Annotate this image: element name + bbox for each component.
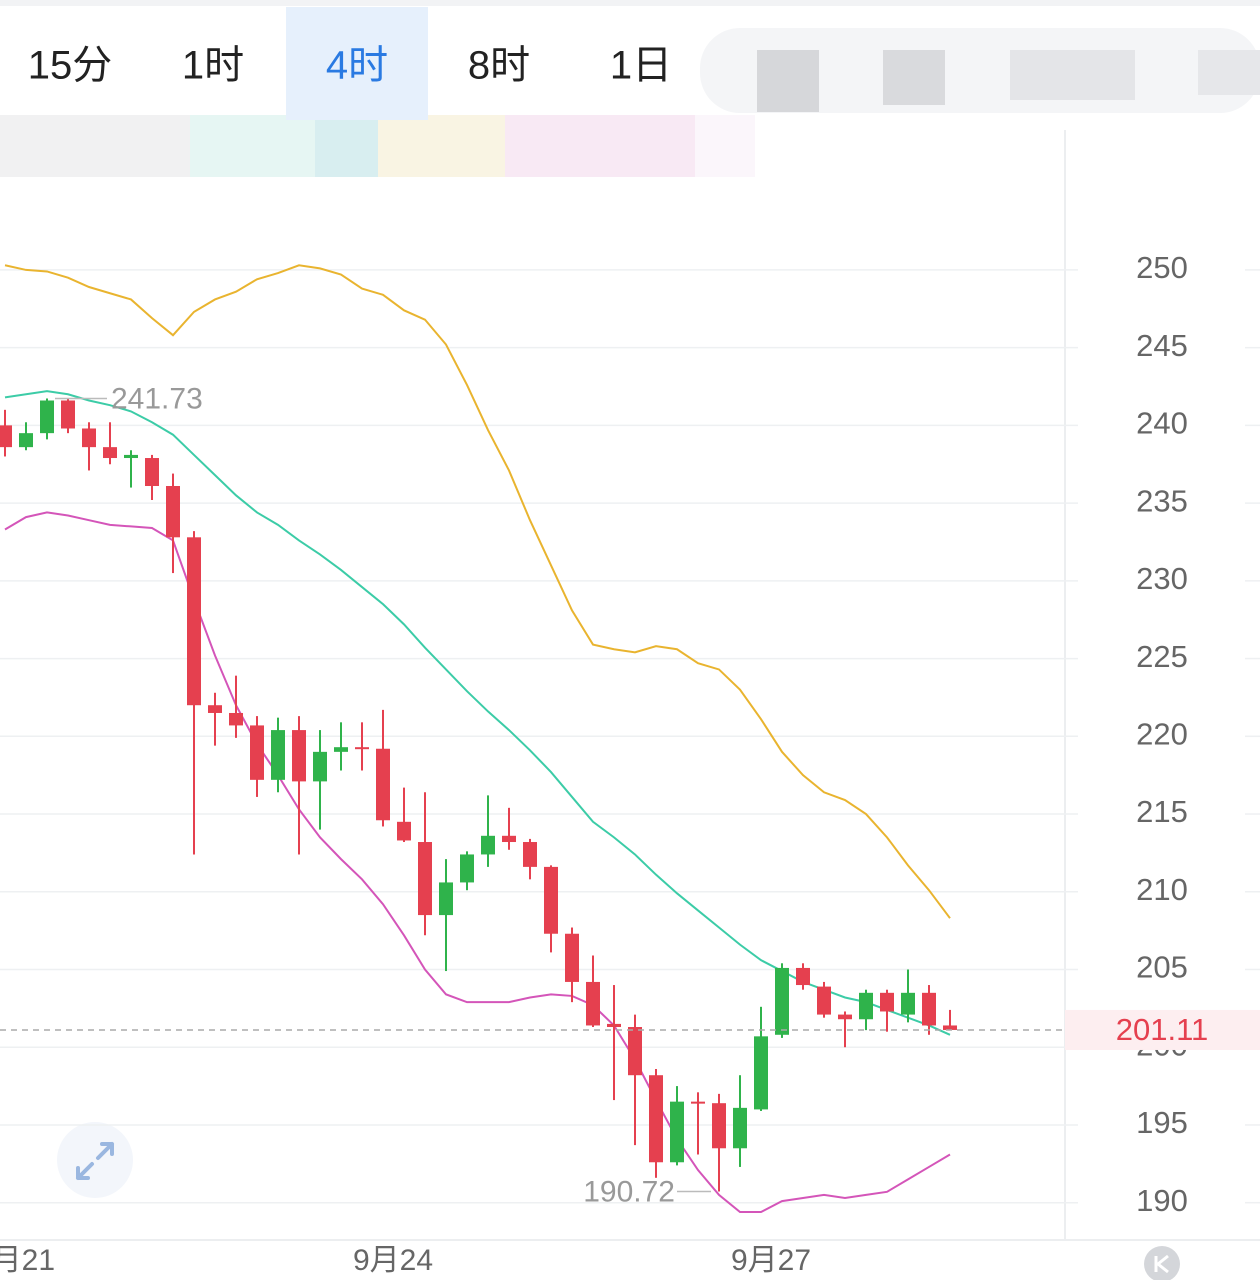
candle-body	[334, 747, 348, 752]
candle-body	[628, 1027, 642, 1076]
tab[interactable]: 8时	[468, 44, 530, 88]
candle-body	[796, 967, 810, 986]
band-line	[4, 390, 951, 1036]
price-box	[1065, 1009, 1260, 1050]
candle-body	[586, 981, 600, 1026]
candle-body	[733, 1107, 747, 1149]
blur	[378, 115, 505, 177]
candle-body	[649, 1075, 663, 1163]
active-tab-bg[interactable]	[286, 7, 428, 120]
k-icon[interactable]	[1154, 1254, 1169, 1274]
candle-body	[691, 1101, 705, 1104]
blur	[757, 50, 819, 112]
y-tick-label: 220	[1136, 716, 1188, 751]
candle-body	[754, 1036, 768, 1110]
x-tick-label: 9月27	[731, 1244, 811, 1277]
candle-body	[439, 882, 453, 916]
candle-body	[103, 447, 117, 459]
y-tick-label: 210	[1136, 872, 1188, 907]
y-tick-label: 215	[1136, 794, 1188, 829]
blur	[1198, 50, 1260, 95]
expand-icon[interactable]	[76, 1142, 114, 1180]
candle-body	[145, 458, 159, 487]
y-tick-label: 190	[1136, 1183, 1188, 1218]
tab[interactable]: 15分	[28, 44, 113, 88]
min-label: 190.72	[583, 1175, 675, 1208]
blur	[1010, 50, 1135, 100]
candle-body	[229, 712, 243, 726]
candle-body	[418, 842, 432, 916]
tab[interactable]: 1日	[610, 44, 672, 88]
candle-body	[124, 454, 138, 459]
blur	[883, 50, 945, 105]
tab[interactable]: 4时	[326, 44, 388, 88]
k-bg[interactable]	[1144, 1246, 1180, 1280]
y-tick-label: 205	[1136, 950, 1188, 985]
candle-body	[292, 730, 306, 782]
candle-body	[565, 933, 579, 982]
blur	[315, 112, 378, 177]
max-label: 241.73	[111, 382, 203, 415]
tab[interactable]: 1时	[182, 44, 244, 88]
candle-body	[187, 537, 201, 706]
candle-body	[82, 428, 96, 448]
expand-bg[interactable]	[57, 1122, 133, 1198]
blur	[505, 115, 695, 177]
blur	[695, 115, 755, 177]
candle-body	[313, 751, 327, 782]
candle-body	[859, 992, 873, 1020]
top-strip	[0, 0, 1260, 6]
y-tick-label: 235	[1136, 483, 1188, 518]
x-tick-label: 9月24	[353, 1244, 433, 1277]
candle-body	[460, 854, 474, 883]
band-line	[4, 264, 951, 919]
candle-body	[901, 992, 915, 1015]
candle-body	[481, 835, 495, 855]
candle-body	[0, 425, 12, 448]
y-tick-label: 195	[1136, 1105, 1188, 1140]
candle-body	[712, 1103, 726, 1149]
candle-body	[544, 866, 558, 934]
y-tick-label: 240	[1136, 406, 1188, 441]
band-line	[4, 511, 951, 1214]
candle-body	[880, 992, 894, 1012]
price-label: 201.11	[1116, 1012, 1209, 1047]
candle-body	[355, 747, 369, 750]
y-tick-label: 230	[1136, 561, 1188, 596]
candle-body	[40, 400, 54, 434]
blur	[190, 115, 315, 177]
y-tick-label: 250	[1136, 250, 1188, 285]
candle-body	[922, 992, 936, 1026]
blurred-toolbar	[0, 28, 1260, 177]
y-tick-label: 245	[1136, 328, 1188, 363]
candle-body	[943, 1025, 957, 1030]
expand-button[interactable]	[57, 1122, 133, 1198]
candle-body	[61, 400, 75, 429]
blur	[0, 115, 190, 177]
k-button[interactable]	[1144, 1246, 1180, 1280]
candle-body	[817, 986, 831, 1015]
candle-body	[208, 705, 222, 713]
candle-body	[775, 967, 789, 1035]
candle-body	[19, 433, 33, 448]
candle-body	[838, 1014, 852, 1020]
y-tick-label: 225	[1136, 639, 1188, 674]
x-tick-label: 9月21	[0, 1244, 55, 1277]
candle-body	[607, 1023, 621, 1028]
candle-body	[502, 835, 516, 843]
candle-body	[523, 842, 537, 867]
candle-body	[166, 486, 180, 538]
candle-body	[397, 821, 411, 841]
candle-body	[376, 748, 390, 821]
candle-body	[670, 1101, 684, 1163]
candle-body	[250, 725, 264, 780]
candle-body	[271, 730, 285, 780]
